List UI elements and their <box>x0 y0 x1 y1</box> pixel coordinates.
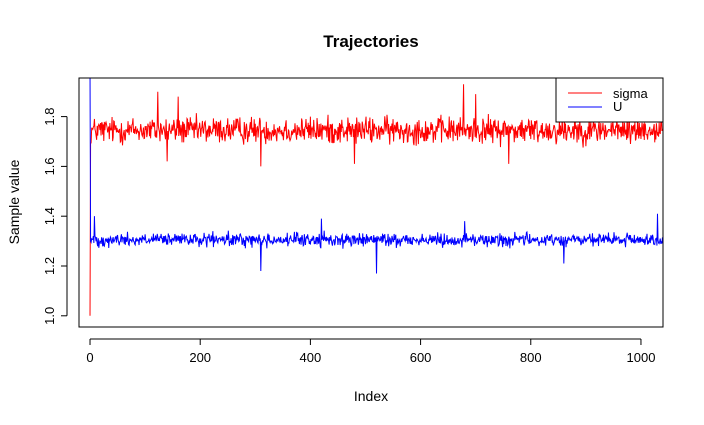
y-axis-label: Sample value <box>6 159 22 244</box>
legend-box <box>555 77 664 123</box>
legend: sigma U <box>555 77 664 123</box>
y-axis: 1.0 1.2 1.4 1.6 1.8 <box>42 108 68 325</box>
series-line-u <box>89 78 663 274</box>
y-tick-label: 1.8 <box>42 108 57 126</box>
legend-label-sigma: sigma <box>613 86 648 101</box>
series-layer <box>89 78 663 316</box>
y-tick-label: 1.0 <box>42 307 57 325</box>
x-tick-label: 1000 <box>627 350 656 365</box>
series-line-sigma <box>89 84 663 316</box>
chart-title: Trajectories <box>323 32 418 51</box>
x-tick-label: 600 <box>410 350 432 365</box>
plot-frame <box>78 77 664 328</box>
legend-label-u: U <box>613 99 622 114</box>
x-tick-label: 400 <box>300 350 322 365</box>
x-tick-label: 200 <box>189 350 211 365</box>
y-tick-label: 1.4 <box>42 207 57 225</box>
x-axis: 0 200 400 600 800 1000 <box>86 338 656 365</box>
x-tick-label: 0 <box>86 350 93 365</box>
x-axis-label: Index <box>354 388 388 404</box>
y-tick-label: 1.2 <box>42 257 57 275</box>
y-tick-label: 1.6 <box>42 157 57 175</box>
x-tick-label: 800 <box>520 350 542 365</box>
